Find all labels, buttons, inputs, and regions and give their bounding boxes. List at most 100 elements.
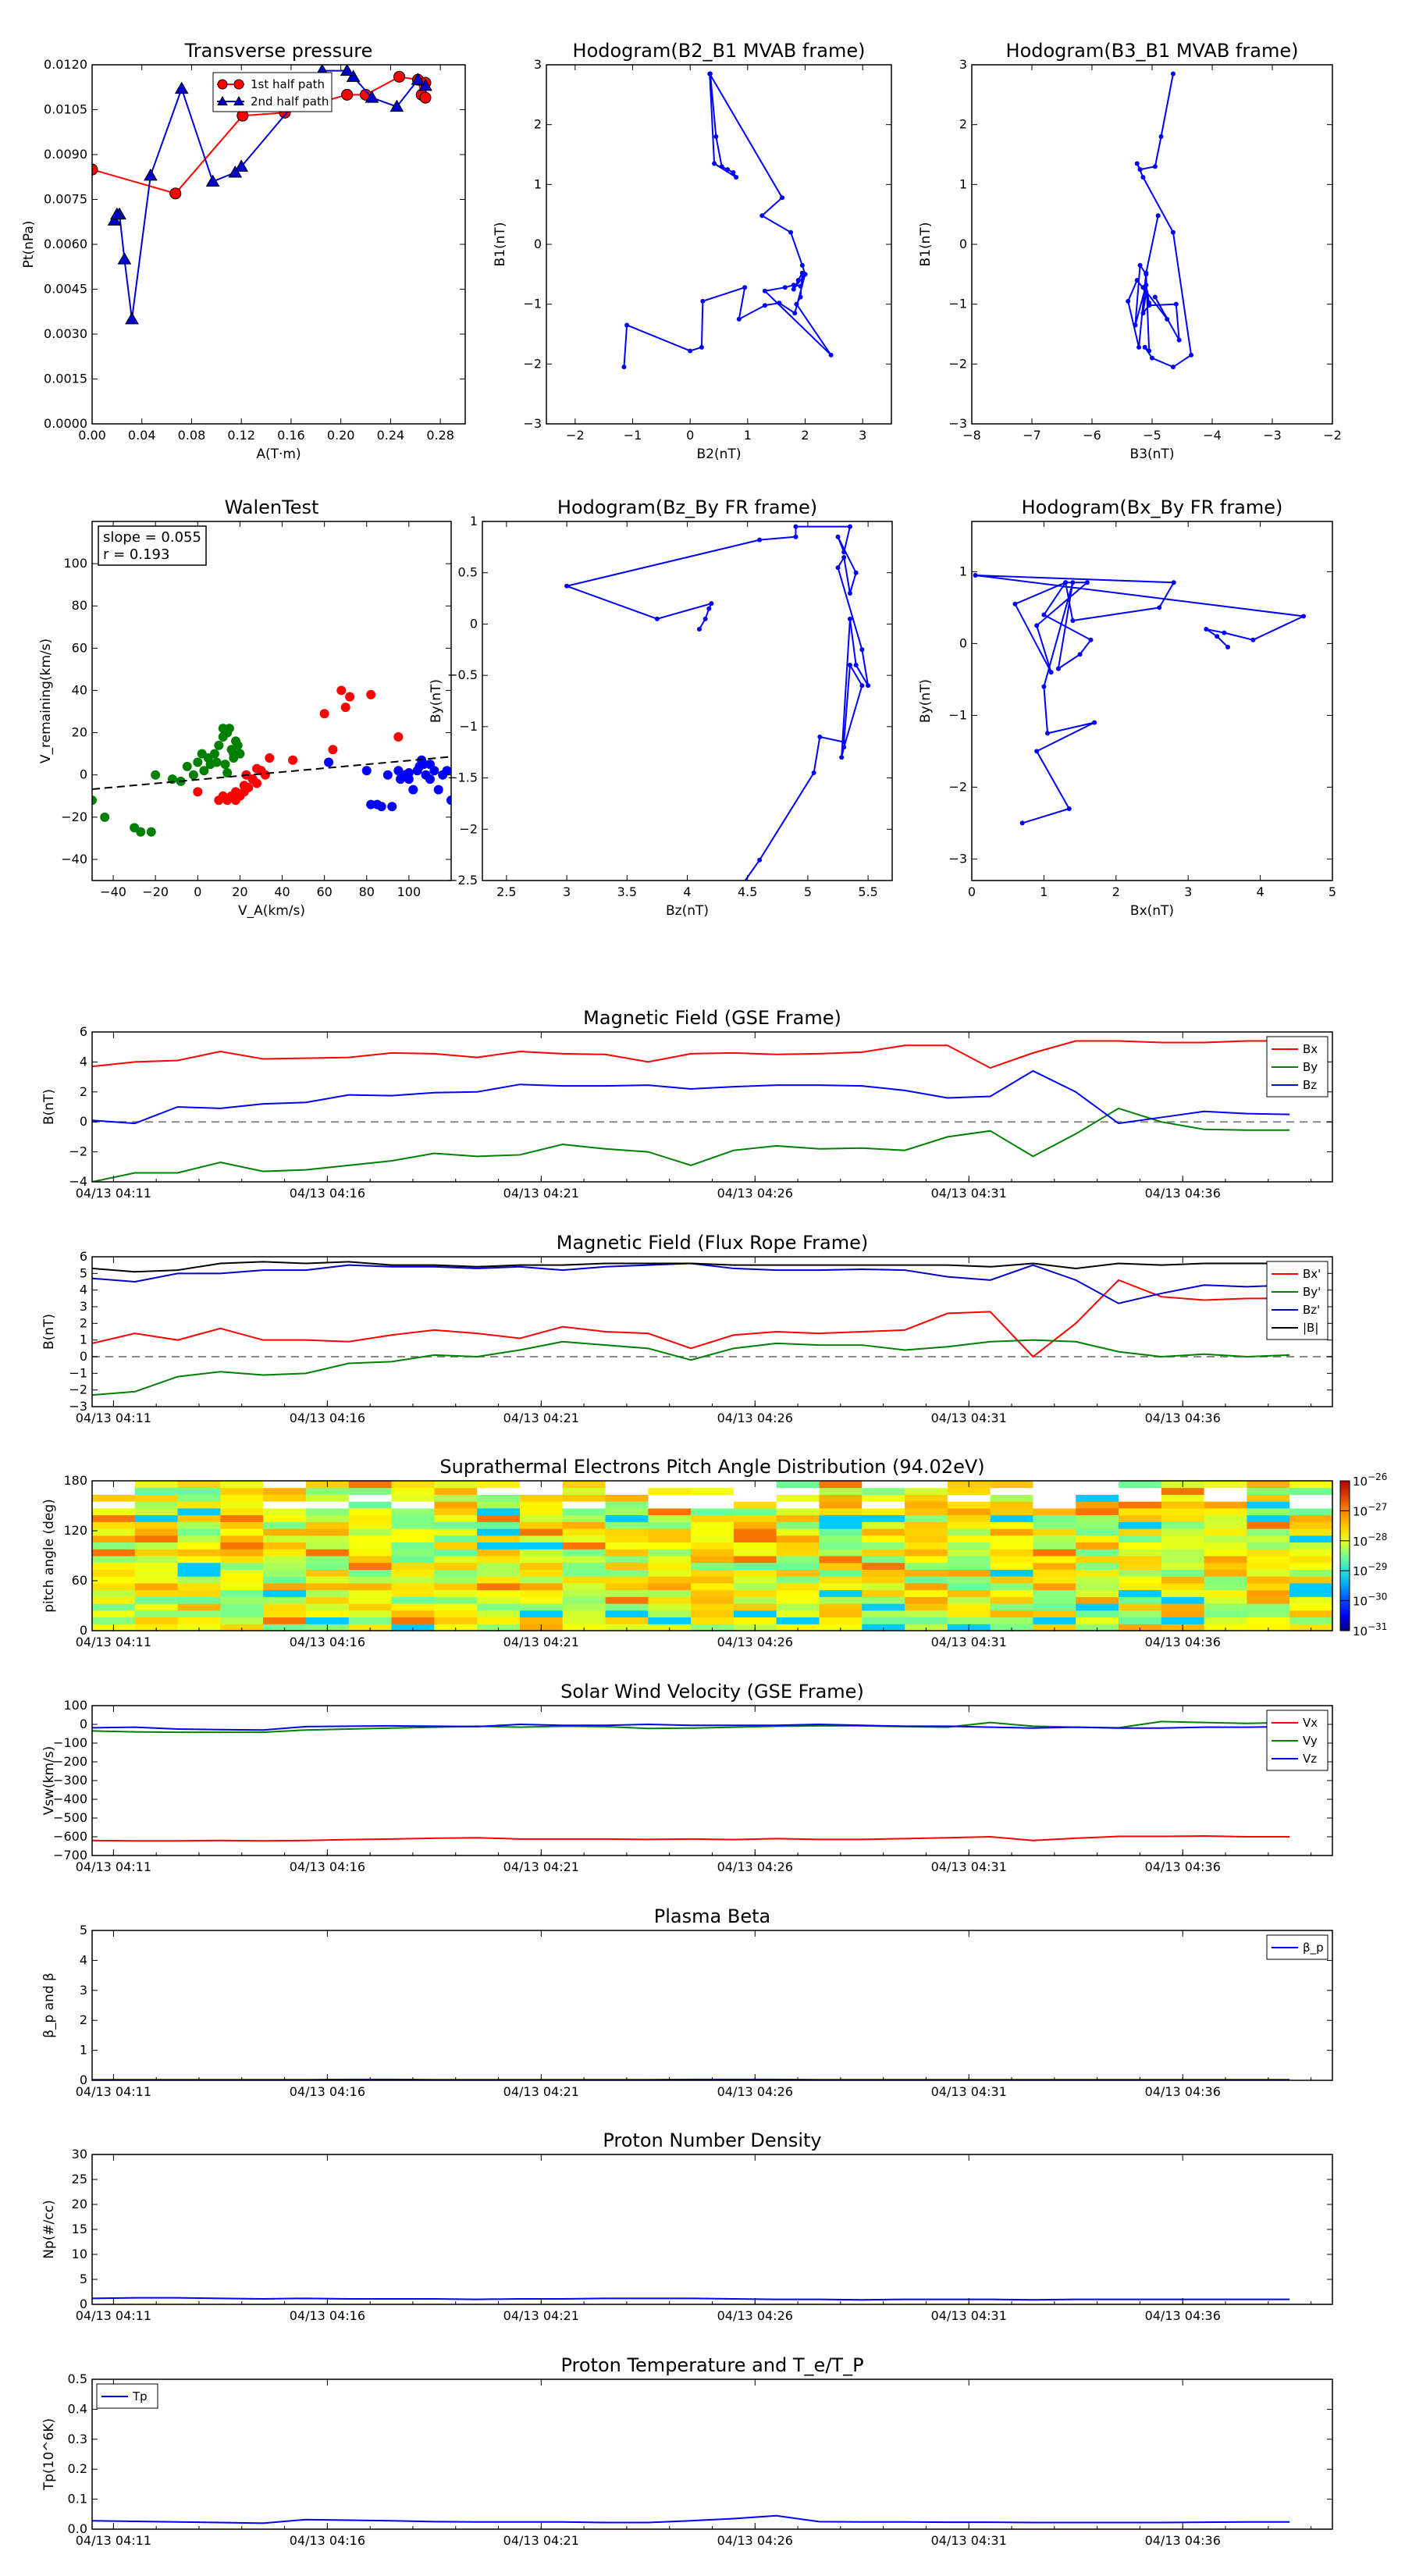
- heatmap-cell: [776, 1521, 820, 1529]
- y-tick-label: 0: [80, 767, 87, 782]
- fit-line: [92, 756, 451, 790]
- data-point: [1170, 365, 1176, 370]
- data-point: [712, 161, 717, 166]
- data-point: [1137, 167, 1143, 173]
- heatmap-cell: [1033, 1494, 1076, 1502]
- heatmap-cell: [1161, 1556, 1205, 1564]
- y-tick-label: 0.0015: [44, 372, 87, 386]
- heatmap-cell: [1247, 1549, 1290, 1557]
- heatmap-cell: [263, 1514, 307, 1522]
- heatmap-cell: [862, 1617, 905, 1624]
- heatmap-cell: [905, 1528, 948, 1536]
- scatter-point: [231, 795, 240, 806]
- heatmap-cell: [348, 1494, 393, 1502]
- legend-label: Tp: [132, 2389, 148, 2403]
- heatmap-cell: [605, 1542, 649, 1550]
- heatmap-cell: [220, 1535, 264, 1543]
- heatmap-cell: [1119, 1494, 1162, 1502]
- data-point: [828, 352, 834, 358]
- y-tick-label: 15: [72, 2222, 87, 2236]
- series-line: [92, 1107, 1290, 1182]
- heatmap-cell: [348, 1556, 393, 1564]
- heatmap-cell: [819, 1501, 863, 1509]
- series-line: [92, 1069, 1290, 1125]
- heatmap-cell: [605, 1589, 649, 1597]
- data-point: [859, 683, 865, 688]
- heatmap-cell: [519, 1596, 564, 1604]
- y-tick-label: 0: [80, 1623, 87, 1638]
- y-tick-label: −2: [948, 779, 967, 794]
- heatmap-cell: [92, 1576, 136, 1584]
- x-tick-label: 04/13 04:26: [717, 1411, 793, 1425]
- heatmap-cell: [819, 1514, 863, 1522]
- data-point: [205, 174, 220, 187]
- heatmap-cell: [1247, 1481, 1290, 1489]
- data-point: [798, 294, 803, 300]
- heatmap-cell: [776, 1542, 820, 1550]
- heatmap-cell: [434, 1610, 478, 1618]
- data-point: [1301, 614, 1307, 619]
- heatmap-cell: [905, 1481, 948, 1489]
- heatmap-cell: [1161, 1617, 1205, 1624]
- chart-beta: 04/13 04:11 04/13 04:16 04/13 04:21 04/13 0…: [41, 1905, 1333, 2099]
- data-point: [1165, 316, 1170, 322]
- scatter-point: [340, 703, 350, 713]
- heatmap-cell: [819, 1507, 863, 1516]
- plot-frame: [91, 64, 466, 425]
- heatmap-cell: [1076, 1501, 1119, 1509]
- data-point: [1088, 637, 1094, 642]
- heatmap-cell: [691, 1514, 735, 1522]
- heatmap-cell: [947, 1569, 991, 1577]
- heatmap-cell: [862, 1487, 905, 1495]
- heatmap-cell: [1161, 1487, 1205, 1495]
- heatmap-cell: [648, 1549, 692, 1557]
- x-tick-label: 04/13 04:11: [76, 2533, 151, 2548]
- chart-title: Transverse pressure: [184, 40, 373, 62]
- y-tick-label: 0.2: [68, 2461, 87, 2476]
- heatmap-cell: [92, 1521, 136, 1529]
- heatmap-cell: [947, 1556, 991, 1564]
- data-point: [1176, 337, 1182, 343]
- data-point: [847, 591, 852, 596]
- heatmap-cell: [648, 1494, 692, 1502]
- x-tick-label: 0: [968, 884, 976, 899]
- data-point: [107, 213, 122, 226]
- data-point: [1134, 278, 1140, 283]
- data-point: [839, 755, 845, 760]
- y-tick-label: 2: [959, 117, 967, 132]
- heatmap-cell: [1033, 1582, 1076, 1591]
- x-tick-label: 0.08: [178, 428, 206, 443]
- heatmap-cell: [1289, 1521, 1333, 1529]
- heatmap-cell: [519, 1535, 564, 1543]
- heatmap-cell: [905, 1589, 948, 1597]
- scatter-point: [193, 787, 203, 797]
- heatmap-cell: [519, 1514, 564, 1522]
- heatmap-cell: [220, 1576, 264, 1584]
- heatmap-cell: [819, 1610, 863, 1618]
- data-point: [621, 365, 627, 370]
- heatmap-cell: [1161, 1576, 1205, 1584]
- data-point: [973, 573, 978, 578]
- heatmap-cell: [1289, 1494, 1333, 1502]
- data-point: [228, 165, 243, 178]
- heatmap-cell: [477, 1576, 521, 1584]
- heatmap-cell: [862, 1521, 905, 1529]
- data-point: [1066, 806, 1072, 811]
- scatter-point: [233, 740, 243, 750]
- scatter-point: [212, 757, 222, 767]
- heatmap-cell: [434, 1603, 478, 1611]
- heatmap-cell: [220, 1596, 264, 1604]
- heatmap-cell: [905, 1521, 948, 1529]
- heatmap-cell: [990, 1610, 1033, 1618]
- x-tick-label: 04/13 04:26: [717, 2533, 793, 2548]
- x-tick-label: −4: [1203, 428, 1222, 443]
- heatmap-cell: [905, 1576, 948, 1584]
- heatmap-cell: [391, 1494, 435, 1502]
- heatmap-cell: [691, 1487, 735, 1495]
- heatmap-cell: [1033, 1481, 1076, 1489]
- y-tick-label: 5: [80, 1923, 87, 1937]
- heatmap-cell: [305, 1535, 350, 1543]
- heatmap-cell: [519, 1521, 564, 1529]
- heatmap-cell: [562, 1521, 606, 1529]
- data-point: [654, 616, 660, 621]
